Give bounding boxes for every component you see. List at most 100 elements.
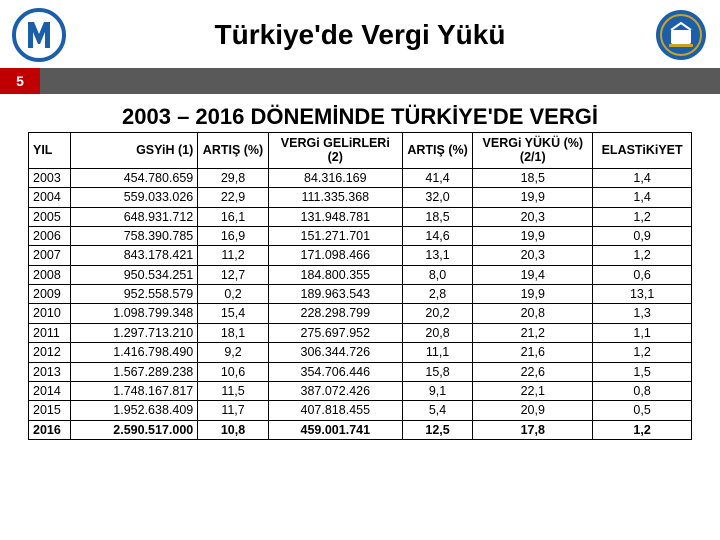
tax-table: YIL GSYiH (1) ARTIŞ (%) VERGi GELiRLERi … [28,132,692,440]
page-title: Türkiye'de Vergi Yükü [76,19,644,51]
table-cell: 171.098.466 [268,246,402,265]
table-cell: 20,8 [473,304,593,323]
table-cell: 1.297.713.210 [71,323,198,342]
page-bar: 5 [0,68,720,94]
table-cell: 1,4 [593,188,692,207]
table-cell: 2006 [29,226,71,245]
table-row: 20111.297.713.21018,1275.697.95220,821,2… [29,323,692,342]
table-cell: 387.072.426 [268,381,402,400]
table-row: 2006758.390.78516,9151.271.70114,619,90,… [29,226,692,245]
table-cell: 19,9 [473,226,593,245]
table-cell: 15,4 [198,304,269,323]
table-cell: 21,6 [473,343,593,362]
table-row: 2009952.558.5790,2189.963.5432,819,913,1 [29,285,692,304]
table-cell: 131.948.781 [268,207,402,226]
table-cell: 648.931.712 [71,207,198,226]
table-cell: 20,3 [473,246,593,265]
table-cell: 21,2 [473,323,593,342]
table-cell: 18,1 [198,323,269,342]
table-row: 2005648.931.71216,1131.948.78118,520,31,… [29,207,692,226]
table-cell: 758.390.785 [71,226,198,245]
table-cell: 952.558.579 [71,285,198,304]
table-cell: 13,1 [593,285,692,304]
table-cell: 8,0 [402,265,473,284]
table-cell: 843.178.421 [71,246,198,265]
table-cell: 20,2 [402,304,473,323]
table-cell: 454.780.659 [71,168,198,187]
table-cell: 12,5 [402,420,473,439]
table-row: 2003454.780.65929,884.316.16941,418,51,4 [29,168,692,187]
table-cell: 2015 [29,401,71,420]
table-cell: 10,6 [198,362,269,381]
table-cell: 14,6 [402,226,473,245]
table-cell: 1,2 [593,420,692,439]
table-cell: 0,2 [198,285,269,304]
table-cell: 1,1 [593,323,692,342]
table-cell: 11,2 [198,246,269,265]
table-cell: 2012 [29,343,71,362]
table-wrap: YIL GSYiH (1) ARTIŞ (%) VERGi GELiRLERi … [0,132,720,440]
table-row: 20162.590.517.00010,8459.001.74112,517,8… [29,420,692,439]
table-cell: 2016 [29,420,71,439]
table-cell: 32,0 [402,188,473,207]
table-cell: 0,5 [593,401,692,420]
table-cell: 2008 [29,265,71,284]
table-cell: 13,1 [402,246,473,265]
col-header: VERGi GELiRLERi (2) [268,133,402,169]
table-cell: 11,7 [198,401,269,420]
table-cell: 2007 [29,246,71,265]
subtitle: 2003 – 2016 DÖNEMİNDE TÜRKİYE'DE VERGİ [0,94,720,132]
table-cell: 1.098.799.348 [71,304,198,323]
table-cell: 1.567.289.238 [71,362,198,381]
table-cell: 12,7 [198,265,269,284]
table-row: 20141.748.167.81711,5387.072.4269,122,10… [29,381,692,400]
table-cell: 5,4 [402,401,473,420]
col-header: ELASTiKiYET [593,133,692,169]
table-cell: 17,8 [473,420,593,439]
table-cell: 20,8 [402,323,473,342]
table-cell: 1,5 [593,362,692,381]
logo-left [12,8,66,62]
table-cell: 228.298.799 [268,304,402,323]
table-cell: 2013 [29,362,71,381]
col-header: ARTIŞ (%) [198,133,269,169]
table-cell: 10,8 [198,420,269,439]
table-cell: 22,1 [473,381,593,400]
table-row: 20151.952.638.40911,7407.818.4555,420,90… [29,401,692,420]
table-cell: 22,9 [198,188,269,207]
table-cell: 20,3 [473,207,593,226]
table-cell: 306.344.726 [268,343,402,362]
table-cell: 1.952.638.409 [71,401,198,420]
table-head: YIL GSYiH (1) ARTIŞ (%) VERGi GELiRLERi … [29,133,692,169]
table-cell: 2005 [29,207,71,226]
table-cell: 354.706.446 [268,362,402,381]
table-cell: 2010 [29,304,71,323]
table-cell: 111.335.368 [268,188,402,207]
table-cell: 0,9 [593,226,692,245]
col-header: GSYiH (1) [71,133,198,169]
table-cell: 9,2 [198,343,269,362]
table-cell: 1,3 [593,304,692,323]
col-header: VERGi YÜKÜ (%) (2/1) [473,133,593,169]
table-cell: 19,4 [473,265,593,284]
table-cell: 2014 [29,381,71,400]
table-row: 20101.098.799.34815,4228.298.79920,220,8… [29,304,692,323]
table-cell: 275.697.952 [268,323,402,342]
table-cell: 19,9 [473,285,593,304]
table-cell: 189.963.543 [268,285,402,304]
table-cell: 18,5 [473,168,593,187]
table-cell: 1.416.798.490 [71,343,198,362]
col-header: ARTIŞ (%) [402,133,473,169]
table-cell: 1,4 [593,168,692,187]
table-cell: 19,9 [473,188,593,207]
table-cell: 84.316.169 [268,168,402,187]
table-cell: 0,6 [593,265,692,284]
table-cell: 41,4 [402,168,473,187]
table-cell: 11,5 [198,381,269,400]
table-cell: 2009 [29,285,71,304]
table-cell: 950.534.251 [71,265,198,284]
table-header-row: YIL GSYiH (1) ARTIŞ (%) VERGi GELiRLERi … [29,133,692,169]
table-cell: 184.800.355 [268,265,402,284]
table-cell: 11,1 [402,343,473,362]
table-cell: 1,2 [593,343,692,362]
